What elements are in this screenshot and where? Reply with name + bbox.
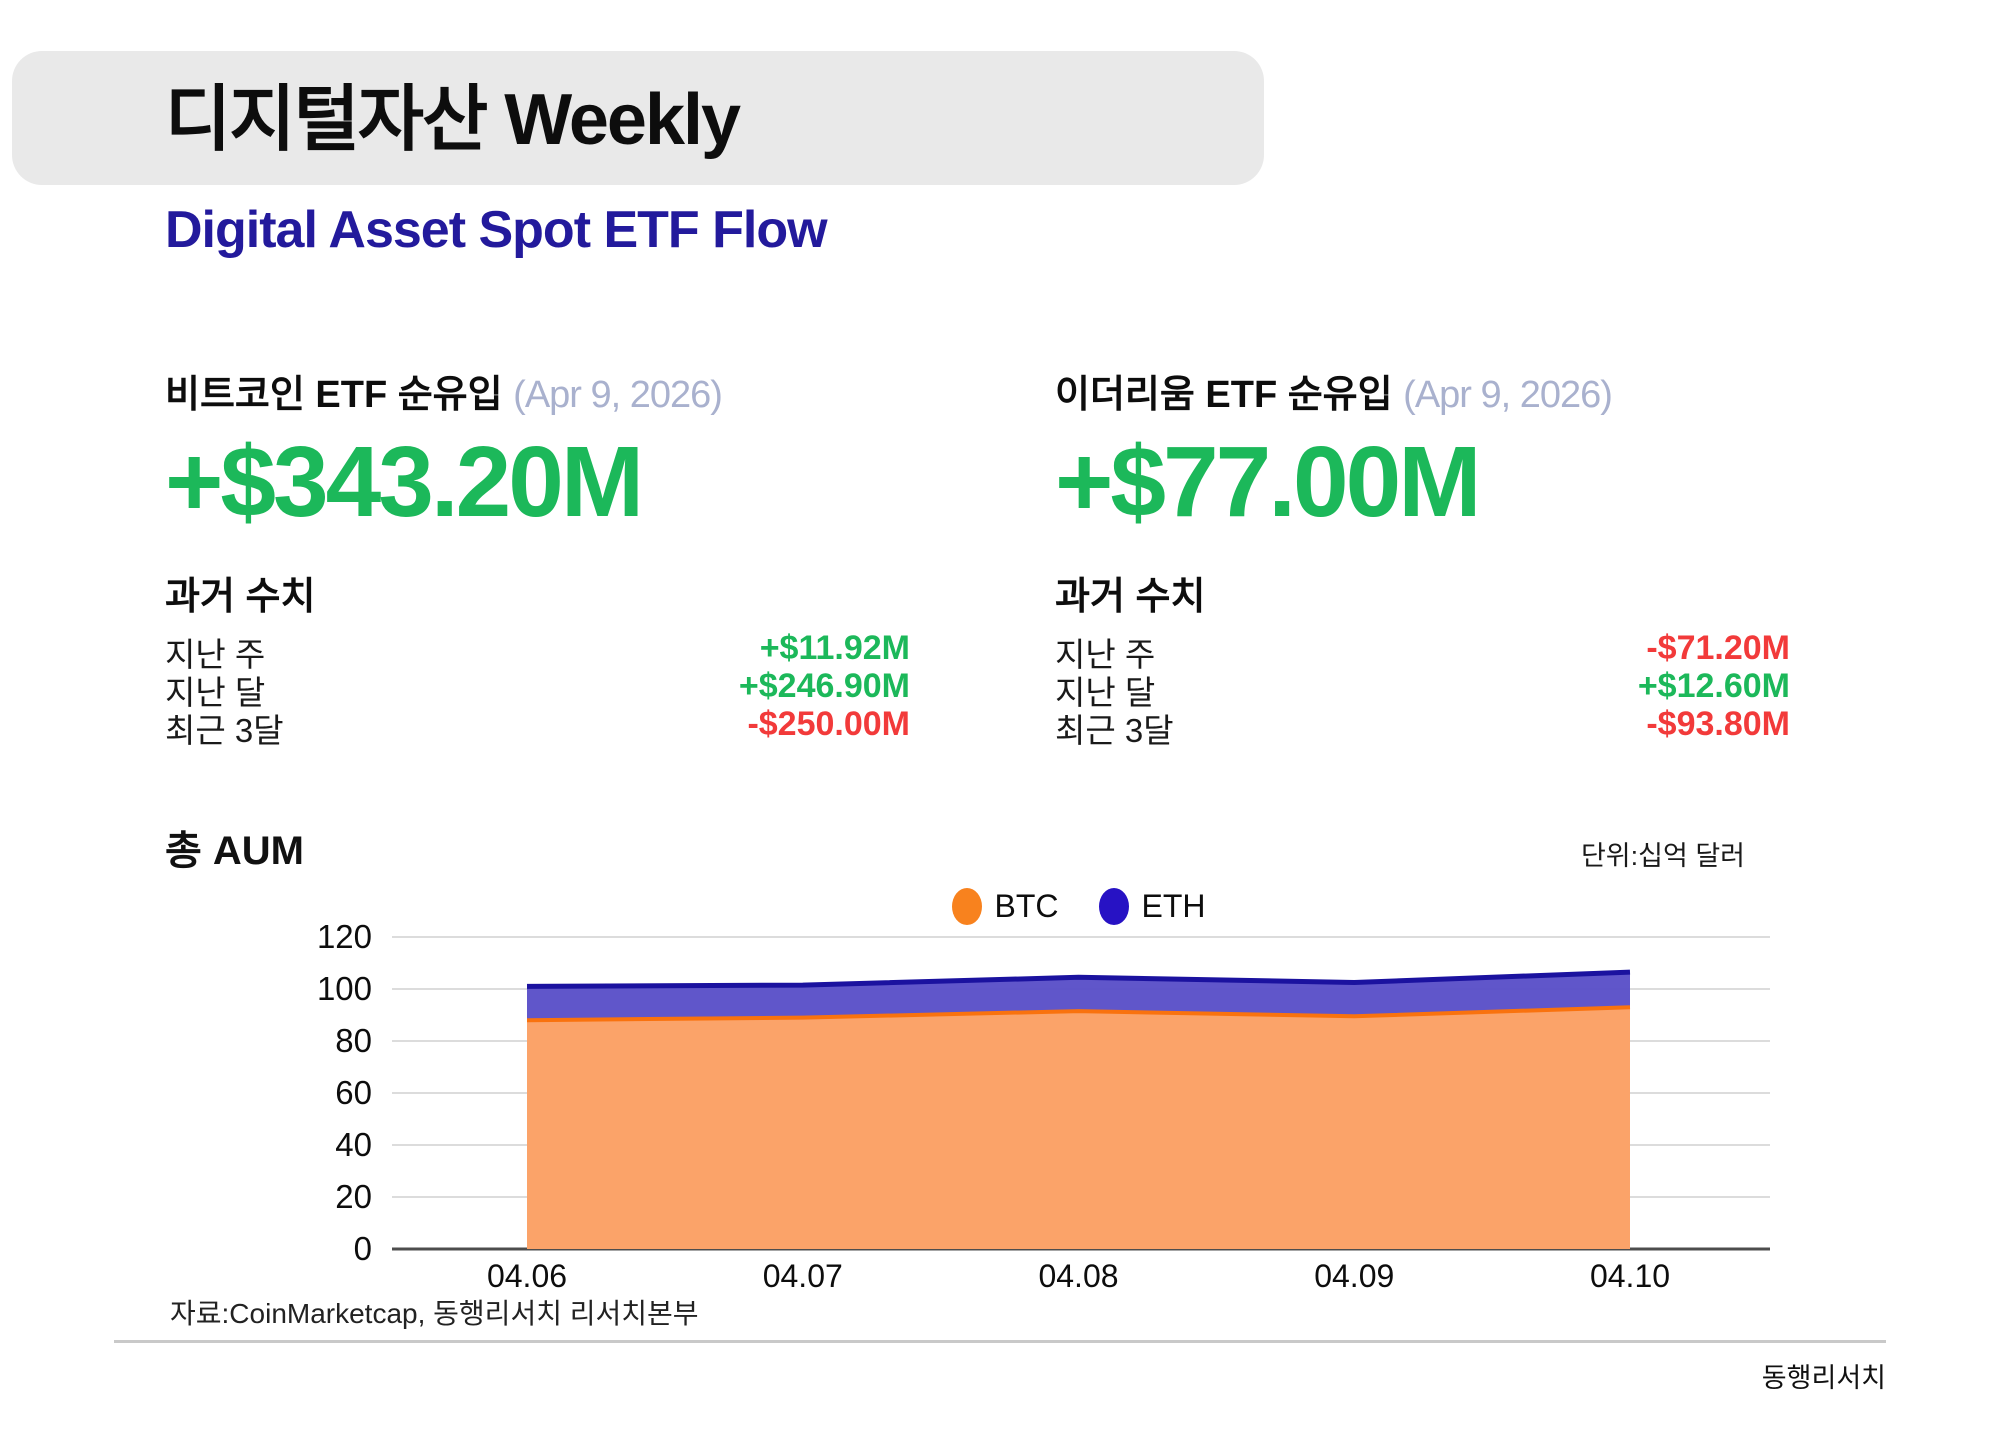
eth-history-value-3months: -$93.80M: [1646, 705, 1790, 743]
y-tick-label: 120: [317, 918, 372, 955]
title-badge: 디지털자산 Weekly: [12, 51, 1264, 185]
btc-history-row: 지난 주 +$11.92M: [165, 629, 910, 674]
btc-history-value-month: +$246.90M: [738, 667, 910, 705]
y-tick-label: 20: [335, 1178, 372, 1215]
source-note: 자료:CoinMarketcap, 동행리서치 리서치본부: [170, 1298, 699, 1329]
eth-history-value-month: +$12.60M: [1637, 667, 1790, 705]
chart-unit-label: 단위:십억 달러: [1580, 841, 1745, 871]
eth-history-label-3months: 최근 3달: [1055, 712, 1174, 749]
x-tick-label: 04.06: [487, 1258, 567, 1294]
page-subtitle: Digital Asset Spot ETF Flow: [165, 201, 828, 259]
btc-top-line: [526, 1005, 1631, 1023]
eth-history-rows: 지난 주 -$71.20M 지난 달 +$12.60M 최근 3달 -$93.8…: [1055, 629, 1790, 750]
btc-netflow-value: +$343.20M: [165, 426, 644, 538]
eth-history-row: 최근 3달 -$93.80M: [1055, 705, 1790, 750]
eth-netflow-value: +$77.00M: [1055, 426, 1482, 538]
eth-date: (Apr 9, 2026): [1403, 374, 1613, 416]
btc-history-value-week: +$11.92M: [759, 629, 910, 667]
btc-section-label: 비트코인 ETF 순유입 (Apr 9, 2026): [165, 372, 910, 418]
chart-legend: BTC ETH: [157, 888, 2000, 925]
btc-stats-section: 비트코인 ETF 순유입 (Apr 9, 2026) +$343.20M 과거 …: [165, 372, 910, 750]
btc-area: [527, 1007, 1630, 1249]
eth-top-line: [526, 969, 1631, 989]
btc-history-row: 지난 달 +$246.90M: [165, 667, 910, 712]
eth-history-value-week: -$71.20M: [1646, 629, 1790, 667]
btc-history-rows: 지난 주 +$11.92M 지난 달 +$246.90M 최근 3달 -$250…: [165, 629, 910, 750]
eth-legend-label: ETH: [1141, 888, 1206, 924]
y-tick-label: 60: [335, 1074, 372, 1111]
btc-history-title: 과거 수치: [165, 576, 316, 618]
y-tick-label: 80: [335, 1022, 372, 1059]
chart-title: 총 AUM: [165, 829, 305, 873]
btc-legend-label: BTC: [994, 888, 1059, 924]
btc-label-text: 비트코인 ETF 순유입: [165, 374, 503, 416]
btc-history-label-month: 지난 달: [165, 674, 266, 711]
btc-history-row: 최근 3달 -$250.00M: [165, 705, 910, 750]
x-tick-label: 04.09: [1314, 1258, 1394, 1294]
legend-item-eth: ETH: [1098, 888, 1206, 925]
eth-history-row: 지난 달 +$12.60M: [1055, 667, 1790, 712]
btc-history-label-3months: 최근 3달: [165, 712, 284, 749]
eth-history-row: 지난 주 -$71.20M: [1055, 629, 1790, 674]
btc-history-value-3months: -$250.00M: [747, 705, 910, 743]
x-tick-label: 04.10: [1590, 1258, 1670, 1294]
btc-legend-dot-icon: [951, 888, 982, 925]
eth-stats-section: 이더리움 ETF 순유입 (Apr 9, 2026) +$77.00M 과거 수…: [1055, 372, 1790, 750]
x-tick-label: 04.08: [1038, 1258, 1118, 1294]
footer-divider: [114, 1340, 1886, 1343]
brand-name: 동행리서치: [1761, 1363, 1886, 1393]
y-tick-label: 100: [317, 970, 372, 1007]
x-tick-label: 04.07: [763, 1258, 843, 1294]
eth-section-label: 이더리움 ETF 순유입 (Apr 9, 2026): [1055, 372, 1790, 418]
page-title: 디지털자산 Weekly: [165, 80, 741, 160]
eth-legend-dot-icon: [1098, 888, 1129, 925]
eth-history-label-week: 지난 주: [1055, 636, 1156, 673]
eth-label-text: 이더리움 ETF 순유입: [1055, 374, 1393, 416]
legend-item-btc: BTC: [951, 888, 1059, 925]
y-tick-label: 0: [354, 1230, 372, 1267]
btc-date: (Apr 9, 2026): [513, 374, 723, 416]
eth-history-label-month: 지난 달: [1055, 674, 1156, 711]
y-tick-label: 40: [335, 1126, 372, 1163]
btc-history-label-week: 지난 주: [165, 636, 266, 673]
aum-stacked-area-chart: 0 20 40 60 80 100 120 04.06 04.07 04.08 04.09 04.10: [317, 918, 1770, 1294]
eth-history-title: 과거 수치: [1055, 576, 1206, 618]
